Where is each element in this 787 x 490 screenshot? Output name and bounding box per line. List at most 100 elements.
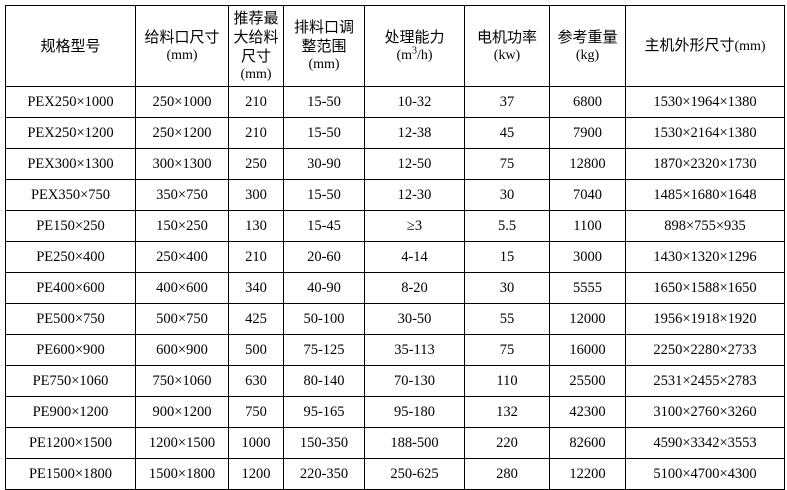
column-header-discharge-range-unit: (mm) xyxy=(308,57,340,72)
cell-model: PE1200×1500 xyxy=(5,427,136,459)
table-row: PE900×1200 900×1200 750 95-165 95-180 132 4230… xyxy=(5,396,785,428)
cell-capacity: 12-50 xyxy=(364,148,465,180)
cell-capacity: 12-30 xyxy=(364,179,465,211)
table-row: PE500×750 500×750 425 50-100 30-50 55 12000 195… xyxy=(5,303,785,335)
column-header-discharge-range-label-2: 整范围 xyxy=(301,37,347,55)
table-row: PEX300×1300 300×1300 250 30-90 12-50 75 12800 1… xyxy=(5,148,785,180)
cell-power: 280 xyxy=(464,458,550,490)
cell-capacity: 250-625 xyxy=(364,458,465,490)
cell-model: PEX250×1000 xyxy=(5,86,136,118)
capacity-unit-superscript: 3 xyxy=(412,44,417,56)
cell-model: PE750×1060 xyxy=(5,365,136,397)
column-header-model: 规格型号 xyxy=(5,5,136,87)
cell-model: PEX300×1300 xyxy=(5,148,136,180)
table-row: PEX250×1200 250×1200 210 15-50 12-38 45 7900 15… xyxy=(5,117,785,149)
column-header-motor-power-label: 电机功率 xyxy=(476,27,537,46)
cell-weight: 16000 xyxy=(549,334,626,366)
cell-discharge: 40-90 xyxy=(283,272,365,304)
cell-weight: 42300 xyxy=(549,396,626,428)
cell-discharge: 15-50 xyxy=(283,86,365,118)
cell-weight: 12200 xyxy=(549,458,626,490)
cell-weight: 7040 xyxy=(549,179,626,211)
column-header-max-feed-size-label-2: 大给料 xyxy=(233,27,279,46)
cell-feed_open: 1200×1500 xyxy=(135,427,229,459)
column-header-max-feed-size-label-3: 尺寸 xyxy=(240,46,271,65)
cell-power: 75 xyxy=(464,148,550,180)
cell-weight: 3000 xyxy=(549,241,626,273)
column-header-feed-opening-unit: (mm) xyxy=(166,47,198,63)
cell-discharge: 15-50 xyxy=(283,179,365,211)
cell-power: 5.5 xyxy=(464,210,550,242)
cell-power: 30 xyxy=(464,179,550,211)
cell-capacity: 30-50 xyxy=(364,303,465,335)
cell-capacity: 70-130 xyxy=(364,365,465,397)
cell-max_feed: 210 xyxy=(228,86,284,118)
cell-feed_open: 300×1300 xyxy=(135,148,229,180)
cell-model: PE500×750 xyxy=(5,303,136,335)
cell-power: 37 xyxy=(464,86,550,118)
cell-discharge: 20-60 xyxy=(283,241,365,273)
cell-max_feed: 425 xyxy=(228,303,284,335)
cell-max_feed: 1200 xyxy=(228,458,284,490)
cell-dimensions: 1530×2164×1380 xyxy=(625,117,785,149)
cell-dimensions: 1430×1320×1296 xyxy=(625,241,785,273)
cell-power: 55 xyxy=(464,303,550,335)
column-header-capacity-unit: (m3/h) xyxy=(366,44,464,65)
cell-weight: 25500 xyxy=(549,365,626,397)
cell-dimensions: 4590×3342×3553 xyxy=(625,427,785,459)
cell-feed_open: 250×400 xyxy=(135,241,229,273)
cell-max_feed: 500 xyxy=(228,334,284,366)
column-header-discharge-range-label-1: 排料口调 xyxy=(293,18,354,36)
table-row: PE1200×1500 1200×1500 1000 150-350 188-500 22… xyxy=(5,427,785,459)
cell-feed_open: 500×750 xyxy=(135,303,229,335)
column-header-discharge-range: 排料口调 整范围 (mm) xyxy=(283,5,365,87)
cell-model: PE900×1200 xyxy=(5,396,136,428)
cell-max_feed: 630 xyxy=(228,365,284,397)
capacity-unit-prefix: (m xyxy=(396,47,412,63)
table-header: 规格型号 给料口尺寸 (mm) 推荐最 大给料 尺寸 (mm) 排料口调 整范围… xyxy=(5,5,785,87)
table-row: PE250×400 250×400 210 20-60 4-14 15 3000 1430×1… xyxy=(5,241,785,273)
column-header-dimensions-label: 主机外形尺寸 xyxy=(644,36,735,54)
cell-power: 220 xyxy=(464,427,550,459)
specification-table-container: 规格型号 给料口尺寸 (mm) 推荐最 大给料 尺寸 (mm) 排料口调 整范围… xyxy=(5,5,785,490)
cell-feed_open: 250×1200 xyxy=(135,117,229,149)
cell-model: PE600×900 xyxy=(5,334,136,366)
column-header-weight-label: 参考重量 xyxy=(557,27,618,46)
cell-discharge: 150-350 xyxy=(283,427,365,459)
cell-capacity: 4-14 xyxy=(364,241,465,273)
cell-capacity: 8-20 xyxy=(364,272,465,304)
cell-model: PE250×400 xyxy=(5,241,136,273)
cell-capacity: 95-180 xyxy=(364,396,465,428)
cell-weight: 82600 xyxy=(549,427,626,459)
cell-capacity: 188-500 xyxy=(364,427,465,459)
cell-max_feed: 750 xyxy=(228,396,284,428)
cell-feed_open: 600×900 xyxy=(135,334,229,366)
cell-feed_open: 350×750 xyxy=(135,179,229,211)
cell-power: 15 xyxy=(464,241,550,273)
table-row: PE1500×1800 1500×1800 1200 220-350 250-625 28… xyxy=(5,458,785,490)
cell-discharge: 30-90 xyxy=(283,148,365,180)
cell-max_feed: 210 xyxy=(228,241,284,273)
cell-capacity: 35-113 xyxy=(364,334,465,366)
cell-max_feed: 130 xyxy=(228,210,284,242)
cell-dimensions: 1650×1588×1650 xyxy=(625,272,785,304)
cell-dimensions: 1530×1964×1380 xyxy=(625,86,785,118)
column-header-max-feed-size: 推荐最 大给料 尺寸 (mm) xyxy=(228,5,284,87)
cell-weight: 7900 xyxy=(549,117,626,149)
cell-dimensions: 898×755×935 xyxy=(625,210,785,242)
cell-feed_open: 1500×1800 xyxy=(135,458,229,490)
capacity-unit-suffix: /h) xyxy=(417,47,433,63)
cell-model: PEX250×1200 xyxy=(5,117,136,149)
cell-dimensions: 2250×2280×2733 xyxy=(625,334,785,366)
cell-power: 30 xyxy=(464,272,550,304)
cell-discharge: 220-350 xyxy=(283,458,365,490)
cell-discharge: 75-125 xyxy=(283,334,365,366)
cell-dimensions: 1870×2320×1730 xyxy=(625,148,785,180)
cell-discharge: 80-140 xyxy=(283,365,365,397)
cell-discharge: 15-50 xyxy=(283,117,365,149)
header-row: 规格型号 给料口尺寸 (mm) 推荐最 大给料 尺寸 (mm) 排料口调 整范围… xyxy=(5,5,785,87)
column-header-max-feed-size-label-1: 推荐最 xyxy=(233,8,279,27)
column-header-capacity-label: 处理能力 xyxy=(384,27,445,46)
column-header-feed-opening: 给料口尺寸 (mm) xyxy=(135,5,229,87)
cell-dimensions: 5100×4700×4300 xyxy=(625,458,785,490)
